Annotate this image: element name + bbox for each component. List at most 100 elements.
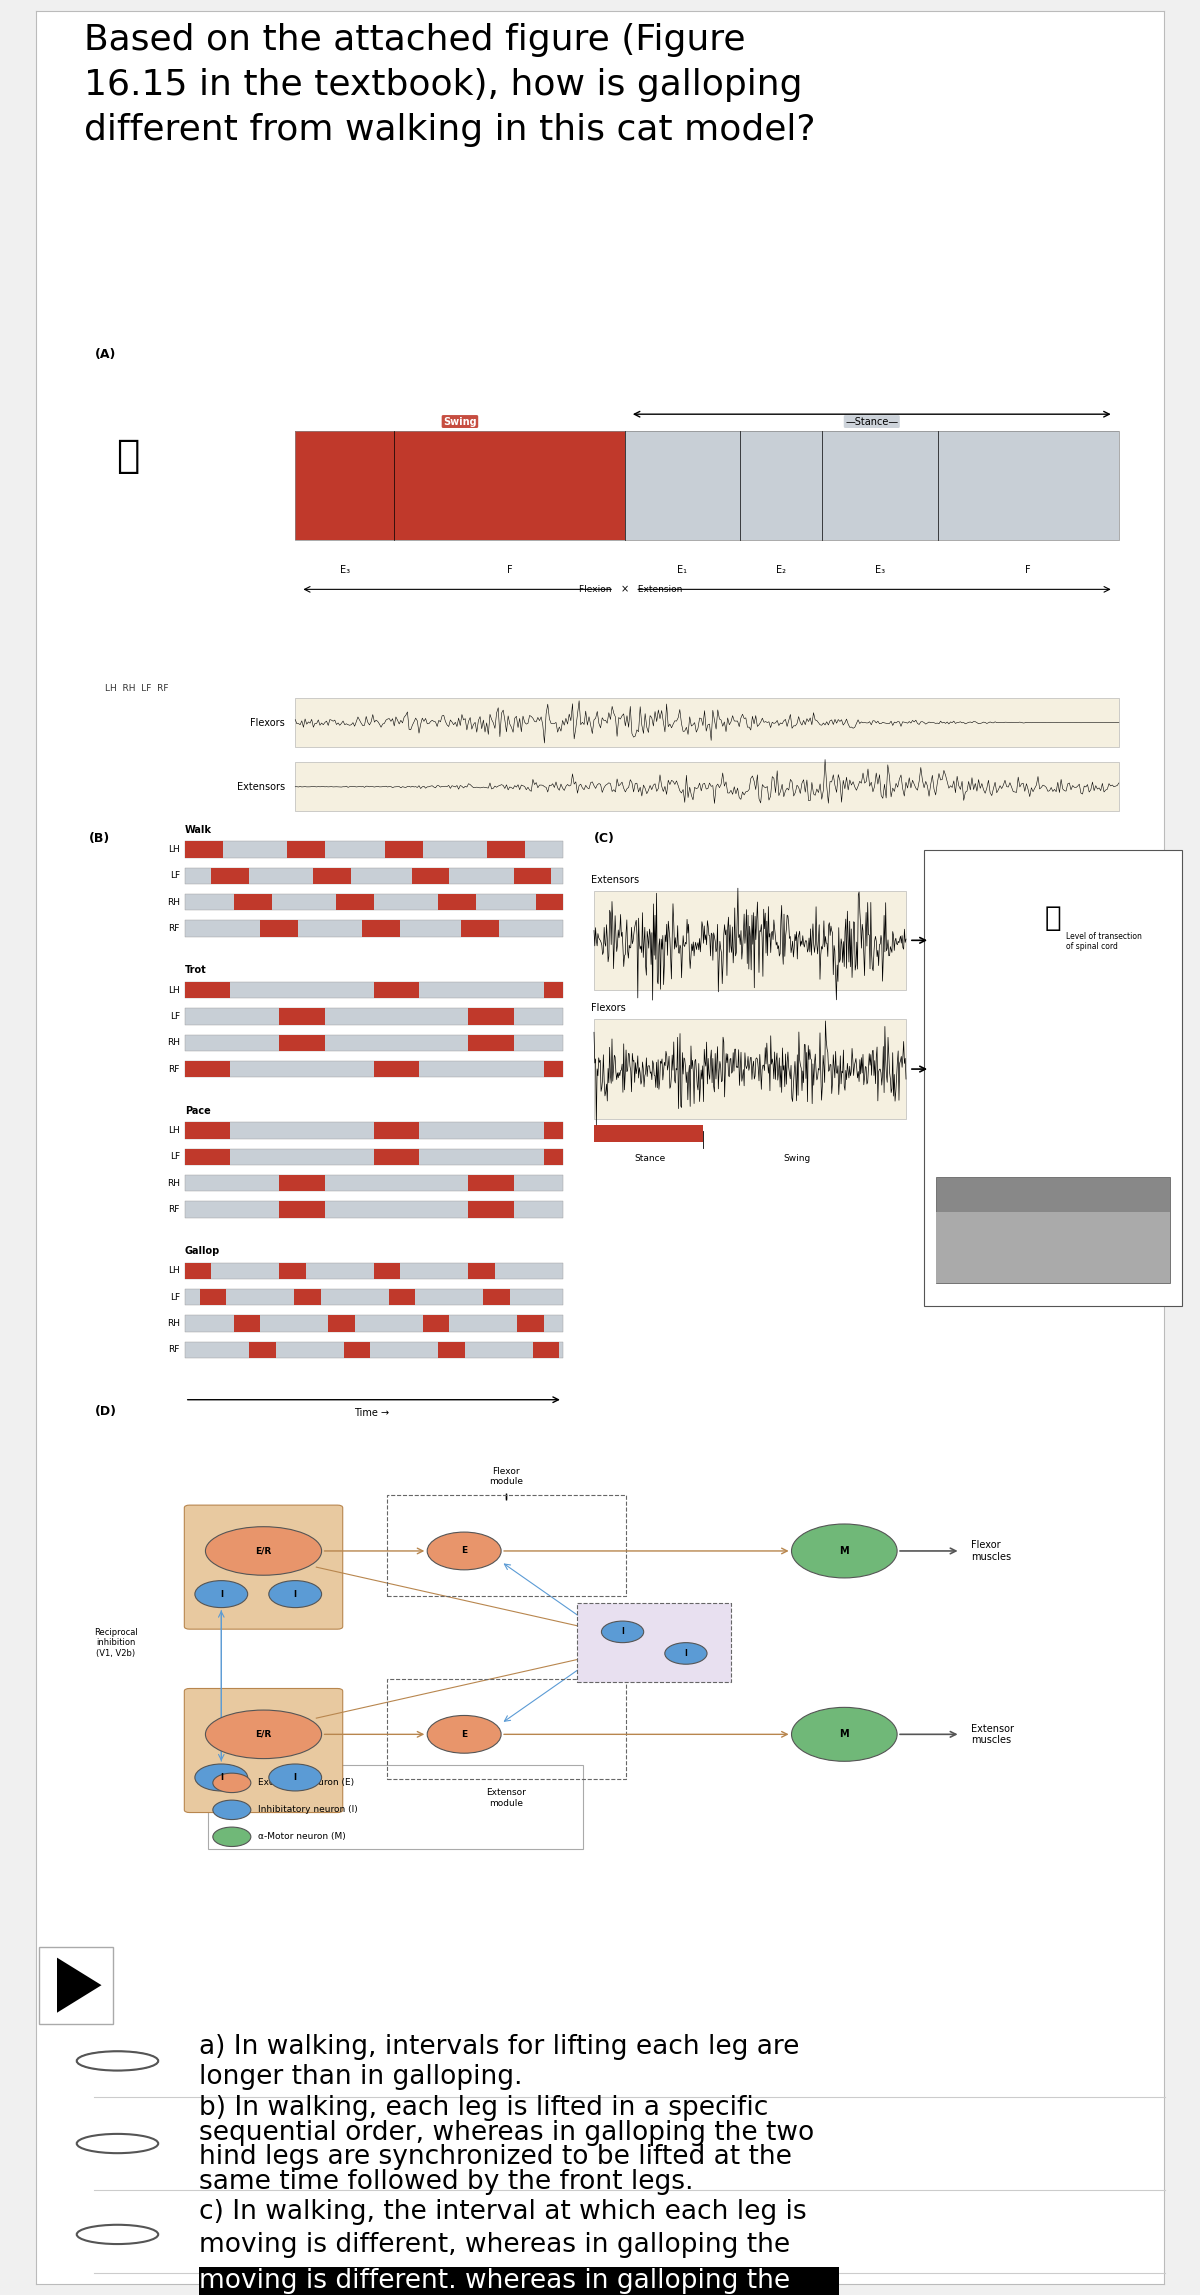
Bar — [329, 1315, 355, 1331]
Text: Flexor
muscles: Flexor muscles — [971, 1540, 1012, 1563]
Bar — [487, 842, 526, 858]
Ellipse shape — [205, 1710, 322, 1758]
Bar — [280, 1262, 306, 1278]
Text: RF: RF — [168, 1205, 180, 1214]
Text: Swing: Swing — [784, 1154, 810, 1164]
Text: E₁: E₁ — [677, 565, 688, 574]
Text: LF: LF — [169, 872, 180, 881]
Bar — [185, 1200, 563, 1219]
Bar — [374, 1060, 419, 1076]
Bar — [260, 920, 299, 936]
Bar — [374, 1150, 419, 1166]
Bar — [594, 1125, 703, 1143]
Text: —Stance—: —Stance— — [845, 415, 899, 427]
Bar — [185, 1122, 563, 1138]
Text: E: E — [461, 1547, 467, 1556]
Bar — [185, 982, 230, 998]
Text: Time →: Time → — [354, 1409, 389, 1418]
Bar — [295, 762, 1118, 812]
Bar — [936, 1212, 1170, 1283]
Bar — [185, 842, 223, 858]
Text: LH: LH — [168, 985, 180, 994]
Bar — [185, 1262, 211, 1278]
Bar — [438, 895, 476, 911]
Text: moving is different. whereas in galloping the: moving is different. whereas in gallopin… — [199, 2267, 790, 2295]
Bar — [544, 982, 563, 998]
Bar — [936, 1177, 1170, 1283]
Text: E/R: E/R — [256, 1730, 271, 1740]
FancyBboxPatch shape — [185, 1689, 343, 1813]
Text: longer than in galloping.: longer than in galloping. — [199, 2066, 522, 2091]
Bar — [185, 842, 563, 858]
Text: Pace: Pace — [185, 1106, 210, 1115]
Circle shape — [77, 2052, 158, 2070]
Circle shape — [77, 2052, 158, 2070]
Text: LF: LF — [169, 1292, 180, 1301]
Text: LH  RH  LF  RF: LH RH LF RF — [106, 684, 169, 693]
Bar — [438, 1343, 464, 1359]
Bar — [185, 1315, 563, 1331]
Text: Stance: Stance — [635, 1154, 666, 1164]
Circle shape — [601, 1620, 643, 1643]
Bar — [199, 2267, 839, 2295]
Bar — [374, 1262, 401, 1278]
Text: 🐈: 🐈 — [115, 436, 139, 475]
Text: hind legs are synchronized to be lifted at the: hind legs are synchronized to be lifted … — [199, 2144, 792, 2171]
Text: F: F — [506, 565, 512, 574]
Bar — [594, 1019, 906, 1120]
Text: E: E — [461, 1730, 467, 1740]
Bar — [185, 982, 563, 998]
Text: a) In walking, intervals for lifting each leg are: a) In walking, intervals for lifting eac… — [199, 2033, 799, 2061]
Circle shape — [77, 2224, 158, 2245]
Text: Flexors: Flexors — [250, 718, 284, 728]
Text: LH: LH — [168, 845, 180, 854]
Bar — [185, 1175, 563, 1191]
Bar — [924, 849, 1182, 1306]
Circle shape — [77, 2134, 158, 2153]
Text: Trot: Trot — [185, 966, 206, 975]
Text: I: I — [220, 1590, 223, 1600]
Text: RH: RH — [167, 1320, 180, 1329]
Circle shape — [212, 1799, 251, 1820]
Text: Walk: Walk — [185, 824, 212, 835]
Bar — [544, 1060, 563, 1076]
Text: 🐈: 🐈 — [1045, 904, 1061, 932]
Bar — [185, 920, 563, 936]
Bar — [295, 698, 1118, 748]
Circle shape — [427, 1533, 502, 1570]
Text: (C): (C) — [594, 833, 614, 845]
Bar — [185, 1060, 563, 1076]
Bar — [385, 842, 422, 858]
Text: F: F — [1026, 565, 1031, 574]
Bar — [374, 982, 419, 998]
Bar — [280, 1008, 325, 1024]
Text: Extensors: Extensors — [592, 874, 640, 886]
Text: Extensor
muscles: Extensor muscles — [971, 1724, 1014, 1744]
Text: I: I — [294, 1774, 296, 1781]
Text: RH: RH — [167, 1180, 180, 1189]
Bar — [185, 895, 563, 911]
Text: Extension: Extension — [635, 585, 683, 594]
Bar — [280, 1035, 325, 1051]
FancyBboxPatch shape — [185, 1506, 343, 1629]
Text: Extensors: Extensors — [236, 783, 284, 792]
Text: Excitatory neuron (E): Excitatory neuron (E) — [258, 1779, 354, 1788]
Bar — [517, 1315, 544, 1331]
Text: Flexion: Flexion — [578, 585, 614, 594]
Bar — [514, 868, 552, 884]
Bar — [185, 1035, 563, 1051]
Circle shape — [792, 1524, 898, 1579]
Circle shape — [665, 1643, 707, 1664]
Text: I: I — [220, 1774, 223, 1781]
Bar — [185, 868, 563, 884]
Bar — [287, 842, 325, 858]
Text: Extensor
module: Extensor module — [486, 1788, 527, 1808]
Text: M: M — [840, 1547, 850, 1556]
Text: sequential order, whereas in galloping the two: sequential order, whereas in galloping t… — [199, 2121, 815, 2146]
Text: same time followed by the front legs.: same time followed by the front legs. — [199, 2169, 694, 2194]
Text: E₂: E₂ — [776, 565, 786, 574]
Text: rIa-INs
(V1, V2b): rIa-INs (V1, V2b) — [635, 1634, 674, 1652]
Text: I: I — [294, 1590, 296, 1600]
Circle shape — [269, 1581, 322, 1606]
Bar — [544, 1150, 563, 1166]
